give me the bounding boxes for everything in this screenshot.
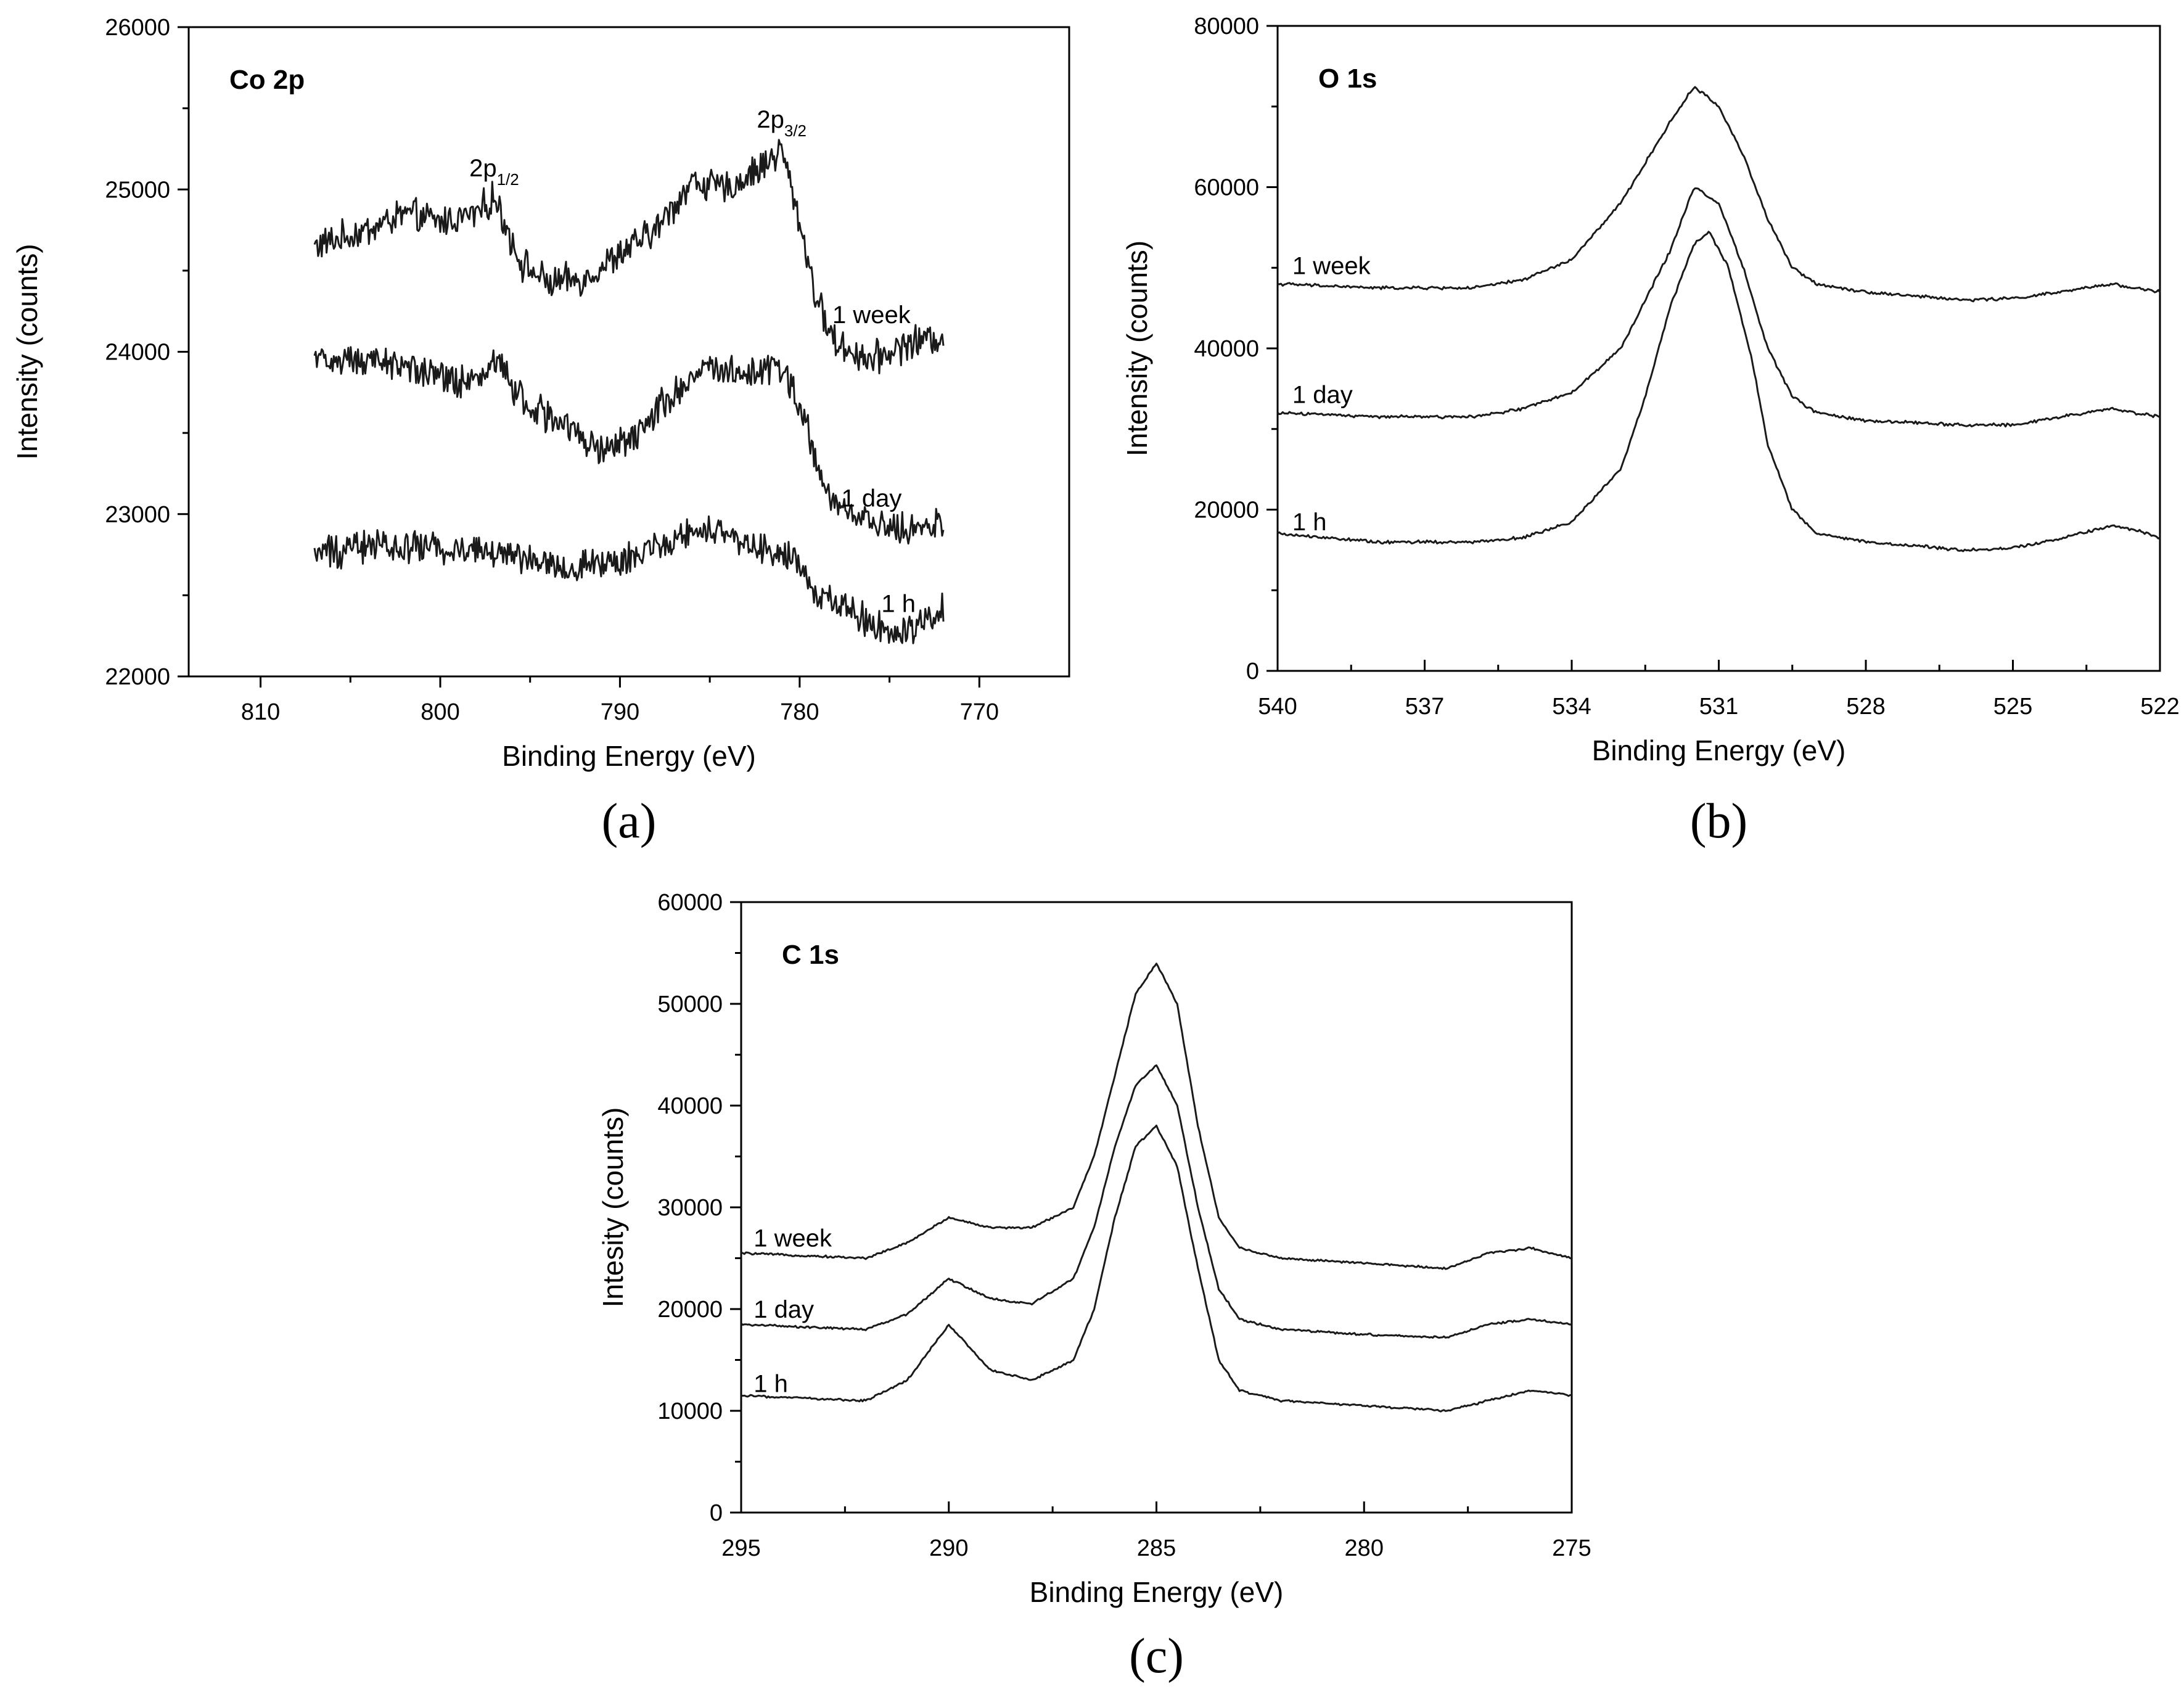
series-line-1-week <box>313 139 945 374</box>
peak-annotation-base: 2p <box>469 155 497 182</box>
panel-caption: (a) <box>602 794 657 848</box>
x-tick-label: 531 <box>1699 694 1738 720</box>
y-tick-label: 24000 <box>105 340 170 366</box>
series-label: 1 week <box>753 1225 832 1252</box>
series-label: 1 h <box>1292 509 1327 536</box>
x-tick-label: 295 <box>721 1535 760 1561</box>
x-tick-label: 810 <box>241 699 280 725</box>
panel-caption: (c) <box>1129 1629 1184 1683</box>
c-1s-panel: 295 290 285 280 275 0 10000 20000 30000 40000 5000… <box>597 890 1591 1683</box>
x-tick-label: 285 <box>1137 1535 1176 1561</box>
plot-title: O 1s <box>1318 64 1377 94</box>
x-axis-title: Binding Energy (eV) <box>1592 734 1846 766</box>
x-tick-label: 770 <box>960 699 999 725</box>
series-line-1-h <box>741 1124 1572 1413</box>
x-tick-label: 280 <box>1345 1535 1384 1561</box>
y-tick-label: 23000 <box>105 502 170 528</box>
y-tick-label: 40000 <box>657 1093 723 1119</box>
series-line-1-day <box>741 1064 1572 1339</box>
co-2p-panel: 810 800 790 780 770 22000 23000 24000 25000 26000… <box>11 15 1070 848</box>
y-tick-label: 80000 <box>1194 14 1259 39</box>
series-label: 1 week <box>1292 252 1371 279</box>
y-tick-label: 50000 <box>657 992 723 1017</box>
series-line-1-week <box>741 963 1572 1270</box>
x-tick-label: 275 <box>1552 1535 1591 1561</box>
plot-title: C 1s <box>782 940 839 970</box>
x-tick-label: 790 <box>601 699 639 725</box>
y-tick-label: 20000 <box>657 1297 723 1323</box>
series-label: 1 h <box>881 591 916 618</box>
x-axis-title: Binding Energy (eV) <box>502 740 756 772</box>
y-tick-label: 40000 <box>1194 336 1259 362</box>
x-tick-label: 537 <box>1405 694 1444 720</box>
y-tick-label: 0 <box>1246 659 1259 684</box>
x-axis-title: Binding Energy (eV) <box>1030 1576 1284 1608</box>
series-line-1-day <box>313 346 945 545</box>
y-tick-label: 10000 <box>657 1398 723 1424</box>
y-axis-title: Intensity (counts) <box>11 244 43 459</box>
y-tick-label: 25000 <box>105 177 170 203</box>
o-1s-panel: 540 537 534 531 528 525 522 0 20000 40000 60000 800… <box>1121 14 2180 848</box>
peak-annotation-sub: 3/2 <box>784 121 807 140</box>
series-line-1-h <box>313 515 945 644</box>
series-line-1-day <box>1277 187 2161 428</box>
peak-annotation-base: 2p <box>757 106 784 133</box>
y-axis-title: Intesity (counts) <box>597 1107 629 1308</box>
series-label: 1 day <box>841 485 901 512</box>
y-tick-label: 0 <box>710 1500 723 1526</box>
x-tick-label: 525 <box>1993 694 2032 720</box>
x-tick-label: 534 <box>1552 694 1591 720</box>
series-label: 1 day <box>1292 382 1353 409</box>
y-tick-label: 20000 <box>1194 498 1259 524</box>
series-label: 1 day <box>753 1296 814 1323</box>
plot-frame <box>740 901 1573 1514</box>
x-tick-label: 780 <box>780 699 819 725</box>
peak-annotation: 2p1/2 <box>469 155 519 189</box>
y-tick-label: 60000 <box>657 890 723 916</box>
x-tick-label: 290 <box>929 1535 968 1561</box>
peak-annotation: 2p3/2 <box>757 106 807 140</box>
plot-frame <box>1276 25 2161 672</box>
y-tick-label: 22000 <box>105 664 170 690</box>
x-tick-label: 528 <box>1846 694 1885 720</box>
series-label: 1 week <box>832 302 911 329</box>
panel-caption: (b) <box>1690 794 1747 848</box>
x-tick-label: 522 <box>2140 694 2179 720</box>
plot-title: Co 2p <box>229 65 305 95</box>
y-tick-label: 30000 <box>657 1195 723 1221</box>
x-tick-label: 540 <box>1258 694 1297 720</box>
y-axis-title: Intensity (counts) <box>1121 240 1153 456</box>
series-line-1-h <box>1277 231 2161 552</box>
x-tick-label: 800 <box>421 699 459 725</box>
peak-annotation-sub: 1/2 <box>497 170 519 189</box>
series-label: 1 h <box>753 1370 788 1397</box>
y-tick-label: 26000 <box>105 15 170 41</box>
series-line-1-week <box>1277 86 2161 303</box>
y-tick-label: 60000 <box>1194 175 1259 201</box>
